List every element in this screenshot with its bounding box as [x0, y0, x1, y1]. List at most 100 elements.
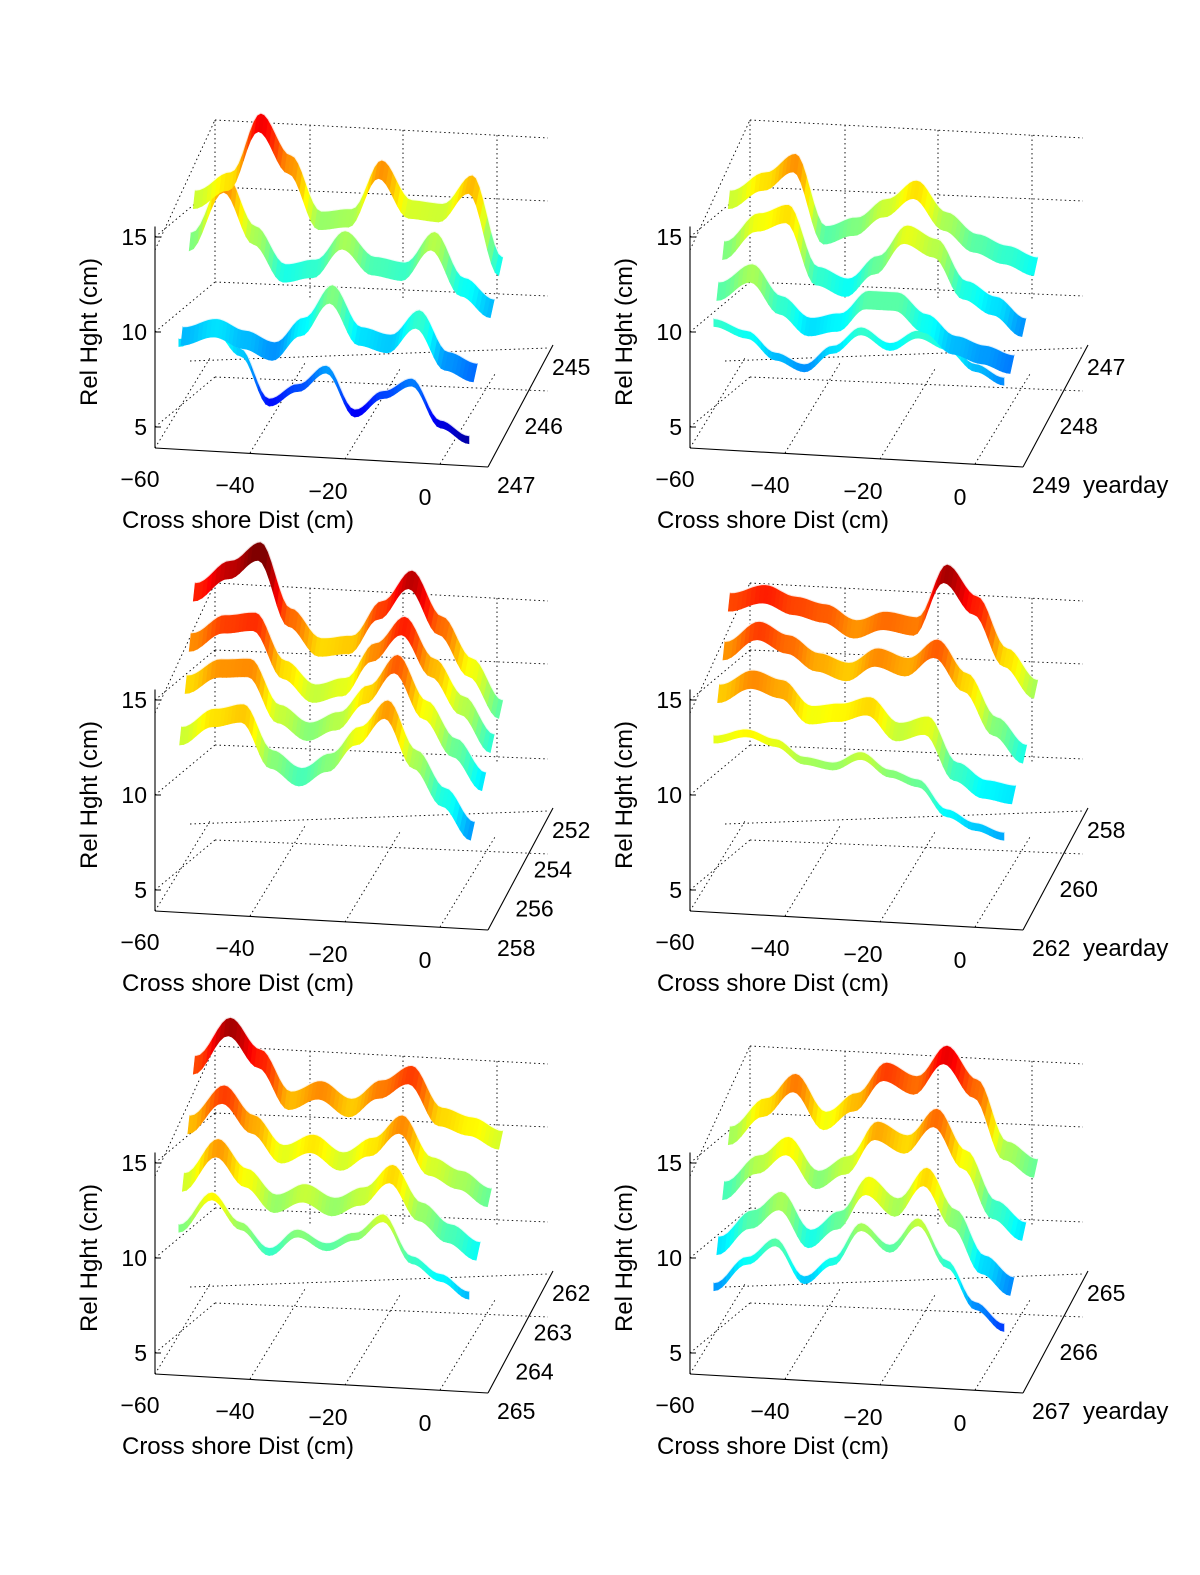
surface-mesh-line — [730, 1044, 1038, 1160]
z-axis-label: Rel Hght (cm) — [611, 721, 638, 869]
x-axis-label: Cross shore Dist (cm) — [122, 1433, 354, 1460]
z-gridline — [154, 1207, 216, 1259]
surface-patch — [889, 341, 894, 351]
x-tick-label: −60 — [655, 929, 694, 955]
surface-mesh-line — [730, 152, 1038, 258]
y-tick-label: 262 — [1032, 935, 1070, 961]
surface-mesh-line — [182, 283, 478, 364]
y-tick-label: 249 — [1032, 472, 1070, 498]
surface-patch — [803, 362, 809, 373]
surface-patch — [411, 1255, 416, 1265]
surface-mesh-line — [713, 728, 1005, 833]
left-wall-diagonal — [154, 1045, 216, 1177]
surface-ribbon — [179, 699, 475, 841]
surface-patch — [775, 351, 780, 362]
floor-gridline — [249, 362, 306, 454]
y-axis-label: yearday — [1083, 935, 1168, 962]
surface-patch — [713, 318, 719, 328]
x-tick-label: −60 — [655, 1392, 694, 1418]
y-tick-label: 256 — [515, 896, 553, 922]
z-gridline — [689, 1302, 751, 1354]
surface-mesh-line — [178, 1191, 470, 1292]
z-tick-label: 5 — [134, 877, 147, 903]
surface-patch — [354, 408, 359, 418]
surface-mesh-line — [718, 263, 1015, 356]
surface-ribbon — [722, 1107, 1027, 1241]
z-gridline-back — [749, 839, 1084, 855]
surface-patch — [440, 1273, 445, 1283]
surface-patch — [828, 344, 834, 355]
x-axis-line — [689, 447, 1024, 468]
y-tick-label: 264 — [515, 1359, 554, 1385]
surface-patch — [297, 1228, 302, 1239]
z-gridline — [689, 744, 751, 796]
z-tick-label: 10 — [121, 782, 147, 808]
y-tick-label: 265 — [497, 1398, 535, 1424]
floor-gridline — [154, 820, 211, 912]
z-gridline-back — [214, 281, 549, 297]
y-axis-label: yearday — [1083, 472, 1168, 499]
surface-patch — [354, 1231, 359, 1241]
y-axis-line — [487, 344, 554, 468]
surface-ribbon — [717, 669, 1017, 805]
z-tick-label: 5 — [669, 1340, 682, 1366]
surface-ribbon — [727, 152, 1039, 276]
surface-patch — [713, 734, 719, 744]
surface-mesh-line — [184, 1137, 481, 1243]
surface-patch — [857, 751, 862, 761]
surface — [713, 1044, 1039, 1332]
surface-mesh-line — [181, 699, 475, 823]
x-axis-line — [154, 1373, 489, 1394]
surface-mesh-line — [724, 1107, 1027, 1223]
back-edge-left — [749, 582, 1084, 602]
floor-gridline — [344, 831, 401, 923]
x-tick-label: 0 — [419, 947, 432, 973]
surface-patch — [807, 756, 812, 766]
floor-gridline — [784, 362, 841, 454]
y-tick-label: 258 — [1087, 817, 1125, 843]
floor-gridline — [689, 357, 746, 449]
z-gridline-back — [214, 744, 549, 760]
y-tick-label: 248 — [1060, 413, 1098, 439]
surface-patch — [379, 1213, 384, 1223]
x-axis-label: Cross shore Dist (cm) — [122, 970, 354, 997]
surface — [178, 112, 504, 445]
floor-gridline — [879, 368, 936, 460]
floor-gridline — [689, 820, 746, 912]
chart-panel-6: 5 10 15 −60 −40 −20 0 265 266 267 Cross shore Dist… — [611, 1044, 1168, 1460]
x-axis-line — [154, 910, 489, 931]
y-tick-label: 265 — [1087, 1280, 1125, 1306]
surface-patch — [440, 419, 445, 430]
surface-patch — [268, 1246, 274, 1256]
left-wall-diagonal — [689, 582, 751, 714]
surface-patch — [800, 755, 805, 765]
y-tick-label: 263 — [534, 1319, 572, 1345]
chart-panel-3: 5 10 15 −60 −40 −20 0 252 254 256 258 Cross shore D… — [76, 541, 590, 997]
x-axis-label: Cross shore Dist (cm) — [657, 970, 889, 997]
surface-ribbon — [192, 541, 504, 719]
surface-ribbon — [713, 728, 1005, 841]
x-tick-label: −40 — [215, 1398, 254, 1424]
surface — [178, 1016, 504, 1300]
z-gridline-back — [214, 1112, 549, 1128]
surface-mesh-line — [719, 669, 1016, 786]
surface-mesh-line — [190, 173, 495, 300]
floor-gridline — [249, 825, 306, 917]
surface-patch — [297, 382, 302, 393]
surface-mesh-line — [191, 611, 495, 735]
z-tick-label: 5 — [134, 1340, 147, 1366]
z-gridline — [689, 839, 751, 891]
surface-patch — [914, 1217, 919, 1228]
y-tick-label: 247 — [1087, 354, 1125, 380]
z-gridline-back — [749, 376, 1084, 392]
floor-gridline — [154, 357, 211, 449]
surface-patch — [325, 1242, 331, 1252]
z-tick-label: 15 — [656, 224, 682, 250]
z-tick-label: 10 — [121, 1245, 147, 1271]
y-tick-label: 254 — [534, 856, 573, 882]
y-axis-line — [1022, 807, 1089, 931]
y-tick-label: 246 — [525, 413, 563, 439]
surface-patch — [975, 822, 980, 832]
z-gridline-back — [214, 839, 549, 855]
surface-patch — [771, 1237, 776, 1247]
